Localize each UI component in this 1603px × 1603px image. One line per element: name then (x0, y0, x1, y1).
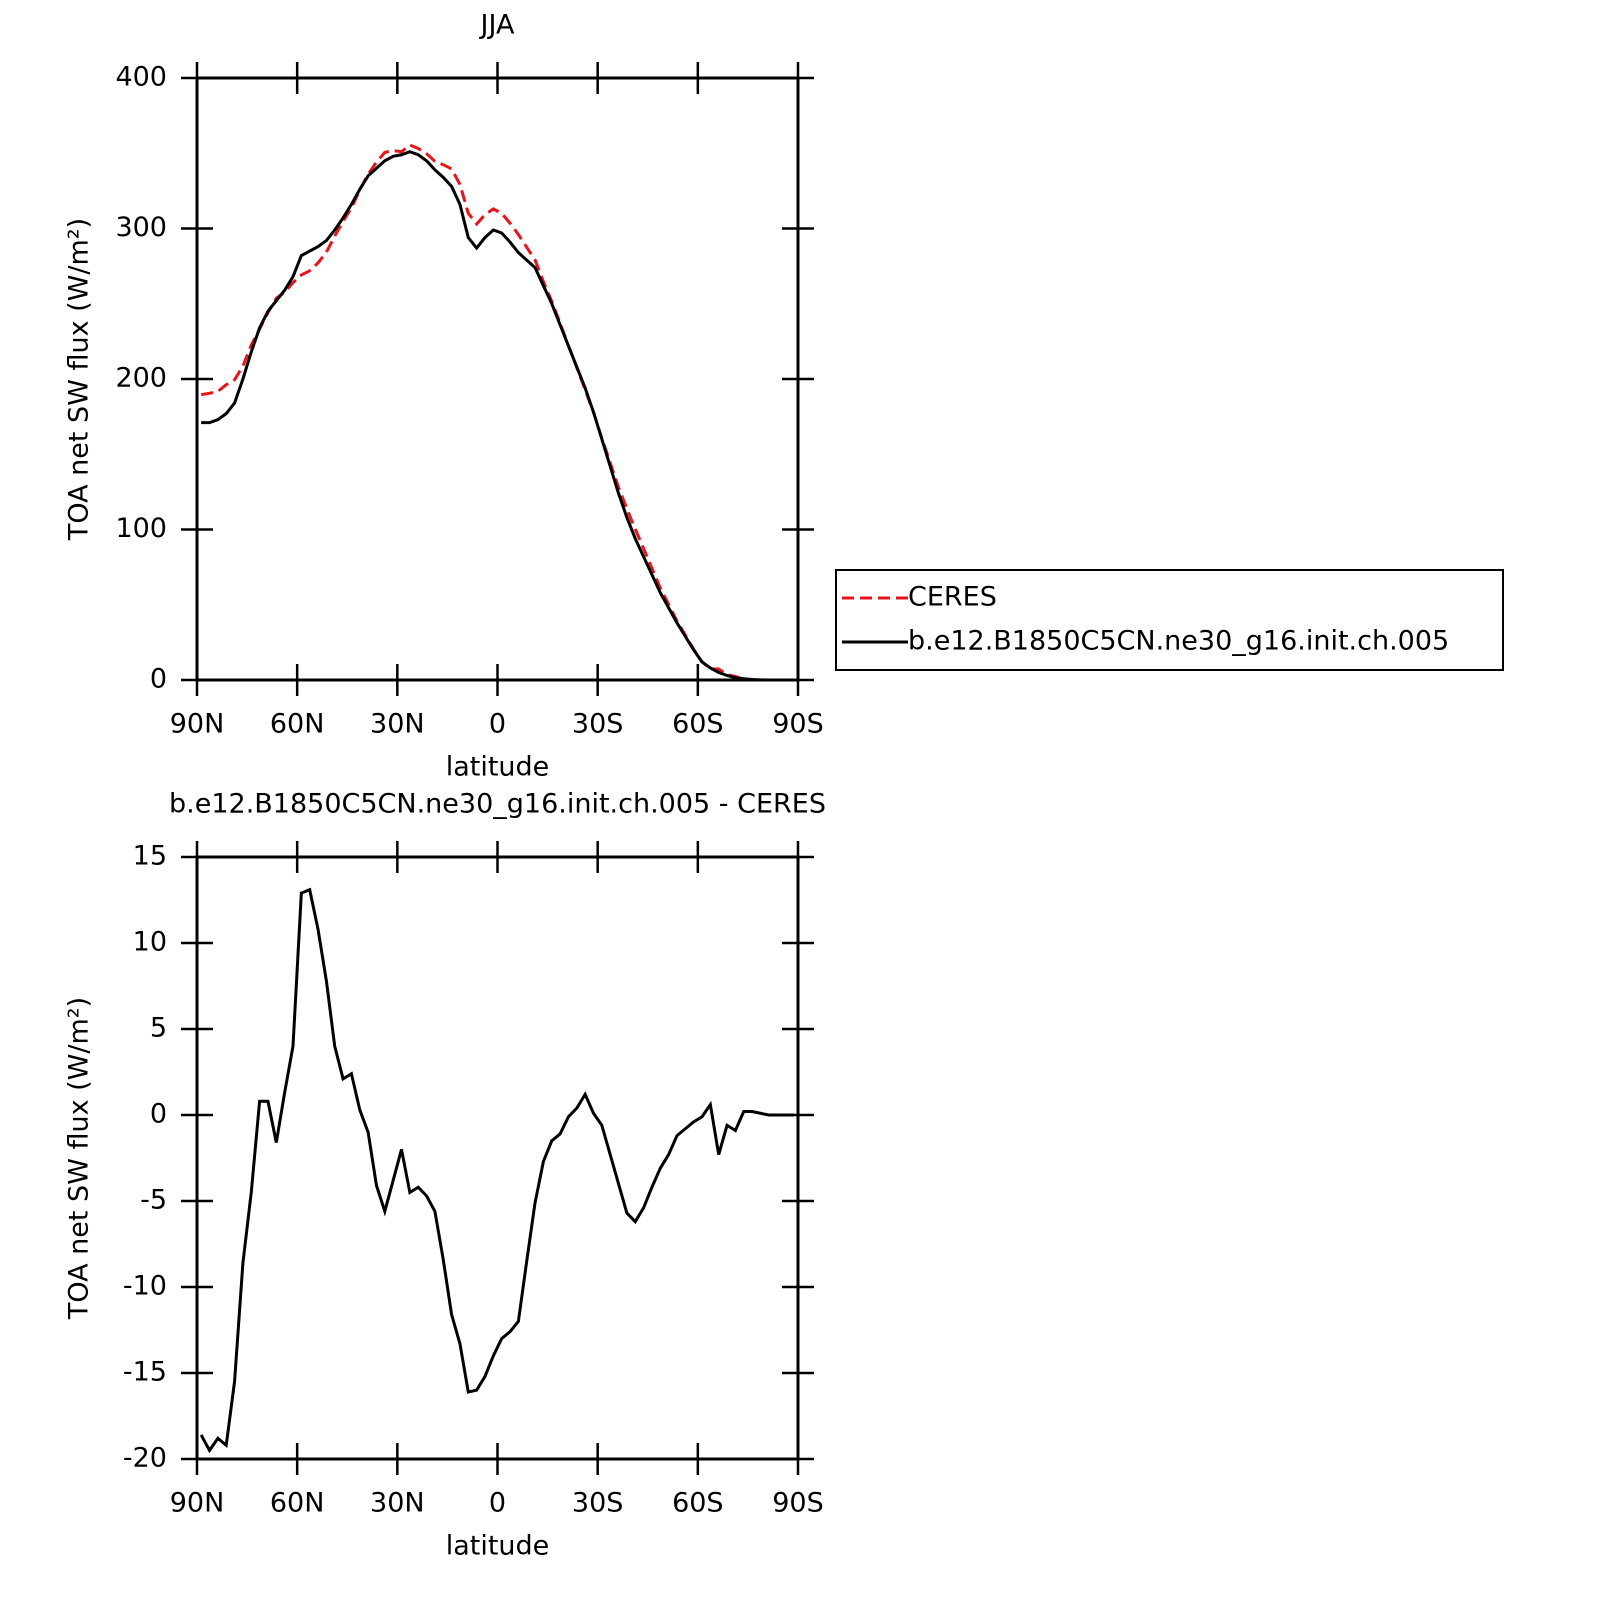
chart-title: b.e12.B1850C5CN.ne30_g16.init.ch.005 - C… (169, 789, 826, 820)
x-tick-label: 90N (170, 709, 225, 740)
y-tick-label: 0 (150, 664, 167, 695)
y-tick-label: 0 (150, 1099, 167, 1130)
legend-label: CERES (908, 582, 997, 613)
x-tick-label: 0 (489, 709, 506, 740)
x-tick-label: 90S (772, 1488, 824, 1519)
data-line (199, 887, 794, 1454)
x-tick-label: 30N (370, 709, 425, 740)
legend-box (835, 569, 1504, 671)
y-axis-label: TOA net SW flux (W/m²) (64, 997, 95, 1320)
x-tick-label: 90S (772, 709, 824, 740)
x-tick-label: 60N (270, 1488, 325, 1519)
y-tick-label: 15 (133, 841, 167, 872)
x-tick-label: 60S (672, 1488, 724, 1519)
y-tick-label: -20 (123, 1443, 167, 1474)
x-tick-label: 90N (170, 1488, 225, 1519)
plot-frame (195, 76, 800, 682)
y-tick-label: 5 (150, 1013, 167, 1044)
chart-title: JJA (479, 10, 515, 41)
y-tick-label: 200 (115, 363, 167, 394)
x-tick-label: 30S (572, 709, 624, 740)
y-axis-label: TOA net SW flux (W/m²) (64, 218, 95, 541)
x-axis-label: latitude (446, 752, 550, 783)
x-tick-label: 60N (270, 709, 325, 740)
legend-label: b.e12.B1850C5CN.ne30_g16.init.ch.005 (908, 626, 1449, 657)
y-tick-label: -15 (123, 1357, 167, 1388)
data-line (201, 150, 794, 682)
y-tick-label: -5 (140, 1185, 167, 1216)
x-tick-label: 30N (370, 1488, 425, 1519)
plot-frame (195, 855, 800, 1461)
y-tick-label: -10 (123, 1271, 167, 1302)
y-tick-label: 300 (115, 212, 167, 243)
y-tick-label: 10 (133, 927, 167, 958)
x-tick-label: 60S (672, 709, 724, 740)
y-tick-label: 100 (115, 513, 167, 544)
x-tick-label: 30S (572, 1488, 624, 1519)
x-axis-label: latitude (446, 1531, 550, 1562)
y-tick-label: 400 (115, 62, 167, 93)
x-tick-label: 0 (489, 1488, 506, 1519)
data-line (200, 143, 794, 682)
